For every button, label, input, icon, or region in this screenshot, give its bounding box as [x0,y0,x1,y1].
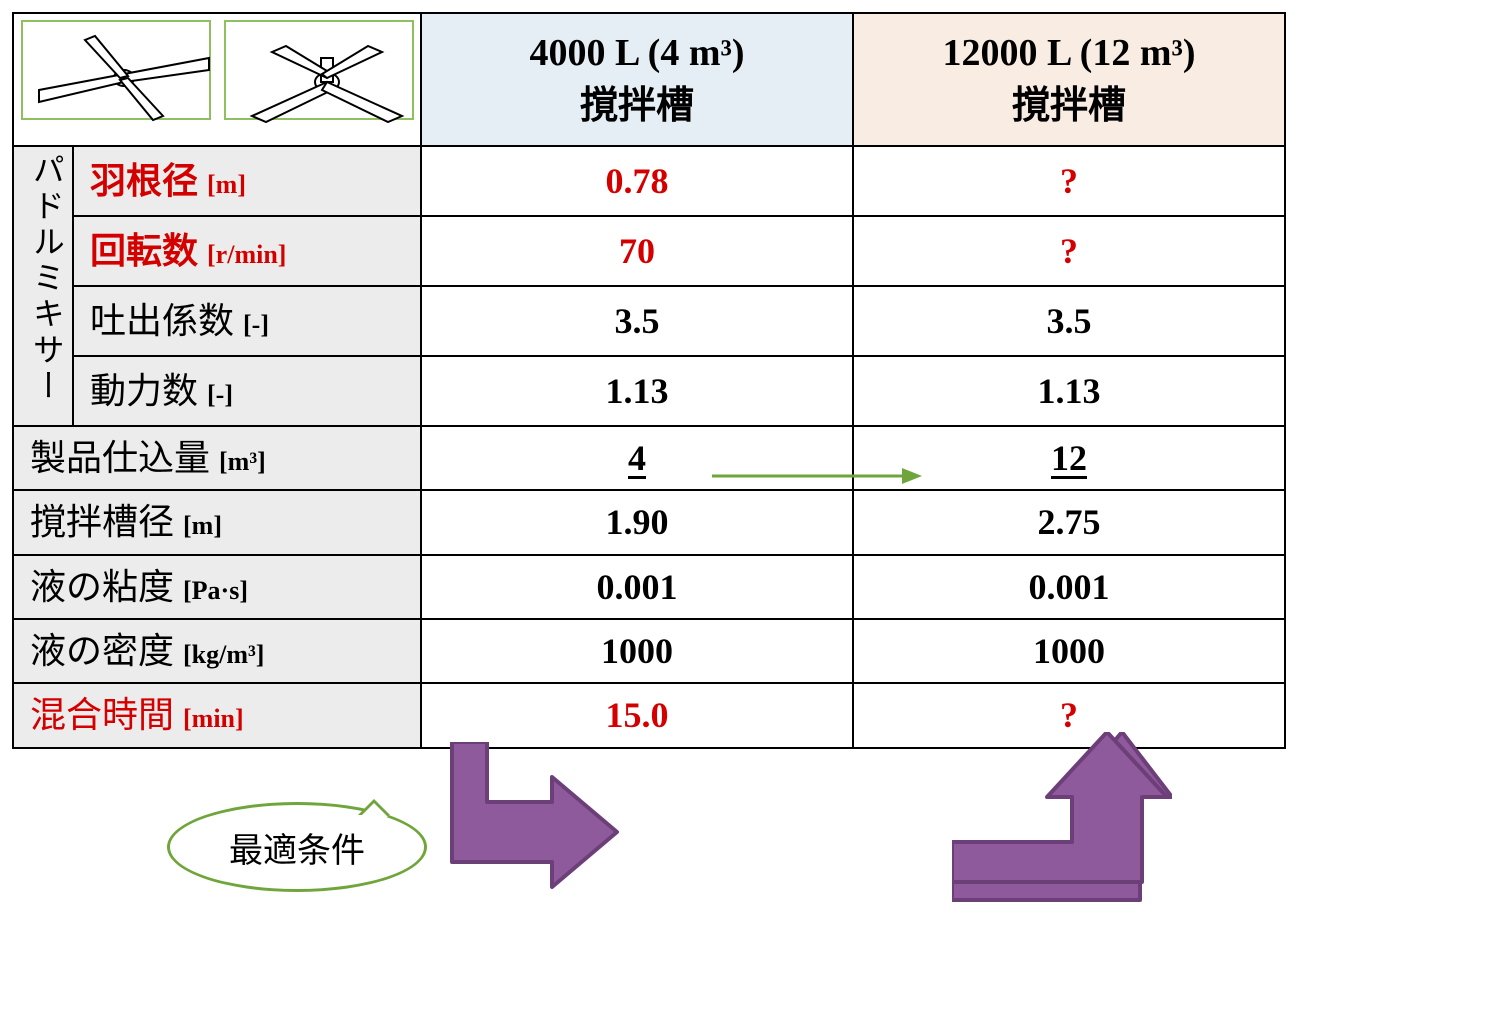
header-4000L: 4000 L (4 m³) 撹拌槽 [421,13,853,146]
tank-dia-12000: 2.75 [853,490,1285,554]
row-tank-dia: 撹拌槽径 [m] 1.90 2.75 [13,490,1285,554]
row-blade-dia: パドルミキサー 羽根径 [m] 0.78 ? [13,146,1285,216]
label-mix-time: 混合時間 [min] [13,683,421,747]
label-viscosity: 液の粘度 [Pa·s] [13,555,421,619]
label-blade-dia: 羽根径 [m] [73,146,421,216]
label-charge-vol: 製品仕込量 [m³] [13,426,421,490]
density-12000: 1000 [853,619,1285,683]
header-12000L-tank: 撹拌槽 [1012,85,1126,127]
result-up-arrow-icon [952,732,1172,902]
discharge-12000: 3.5 [853,286,1285,356]
header-row: 4000 L (4 m³) 撹拌槽 12000 L (12 m³) 撹拌槽 [13,13,1285,146]
label-rpm: 回転数 [r/min] [73,216,421,286]
row-viscosity: 液の粘度 [Pa·s] 0.001 0.001 [13,555,1285,619]
power-num-12000: 1.13 [853,356,1285,426]
power-num-4000: 1.13 [421,356,853,426]
row-rpm: 回転数 [r/min] 70 ? [13,216,1285,286]
flat-paddle-icon [21,20,211,120]
rpm-4000: 70 [421,216,853,286]
blade-dia-12000: ? [853,146,1285,216]
pitched-paddle-icon [224,20,414,120]
rpm-12000: ? [853,216,1285,286]
header-4000L-tank: 撹拌槽 [580,85,694,127]
discharge-4000: 3.5 [421,286,853,356]
blade-dia-4000: 0.78 [421,146,853,216]
figure-root: 4000 L (4 m³) 撹拌槽 12000 L (12 m³) 撹拌槽 パド… [12,12,1284,749]
mix-time-12000: ? [853,683,1285,747]
charge-vol-12000: 12 [853,426,1285,490]
label-tank-dia: 撹拌槽径 [m] [13,490,421,554]
mixer-scaleup-table: 4000 L (4 m³) 撹拌槽 12000 L (12 m³) 撹拌槽 パド… [12,12,1286,749]
mixer-group-label-cell: パドルミキサー [13,146,73,425]
row-density: 液の密度 [kg/m³] 1000 1000 [13,619,1285,683]
viscosity-4000: 0.001 [421,555,853,619]
row-charge-vol: 製品仕込量 [m³] 4 12 [13,426,1285,490]
row-power-num: 動力数 [-] 1.13 1.13 [13,356,1285,426]
optimal-condition-label: 最適条件 [229,823,365,872]
charge-vol-4000: 4 [421,426,853,490]
tank-dia-4000: 1.90 [421,490,853,554]
label-discharge: 吐出係数 [-] [73,286,421,356]
optimal-condition-callout: 最適条件 [167,802,427,892]
impeller-sketch-cell [13,13,421,146]
mixer-group-label: パドルミキサー [24,153,69,405]
optimal-to-result-arrow-icon [432,742,622,902]
mix-time-4000: 15.0 [421,683,853,747]
density-4000: 1000 [421,619,853,683]
header-12000L-vol: 12000 L (12 m³) [942,32,1195,74]
label-density: 液の密度 [kg/m³] [13,619,421,683]
header-12000L: 12000 L (12 m³) 撹拌槽 [853,13,1285,146]
viscosity-12000: 0.001 [853,555,1285,619]
row-mix-time: 混合時間 [min] 15.0 ? [13,683,1285,747]
label-power-num: 動力数 [-] [73,356,421,426]
row-discharge: 吐出係数 [-] 3.5 3.5 [13,286,1285,356]
header-4000L-vol: 4000 L (4 m³) [529,32,744,74]
